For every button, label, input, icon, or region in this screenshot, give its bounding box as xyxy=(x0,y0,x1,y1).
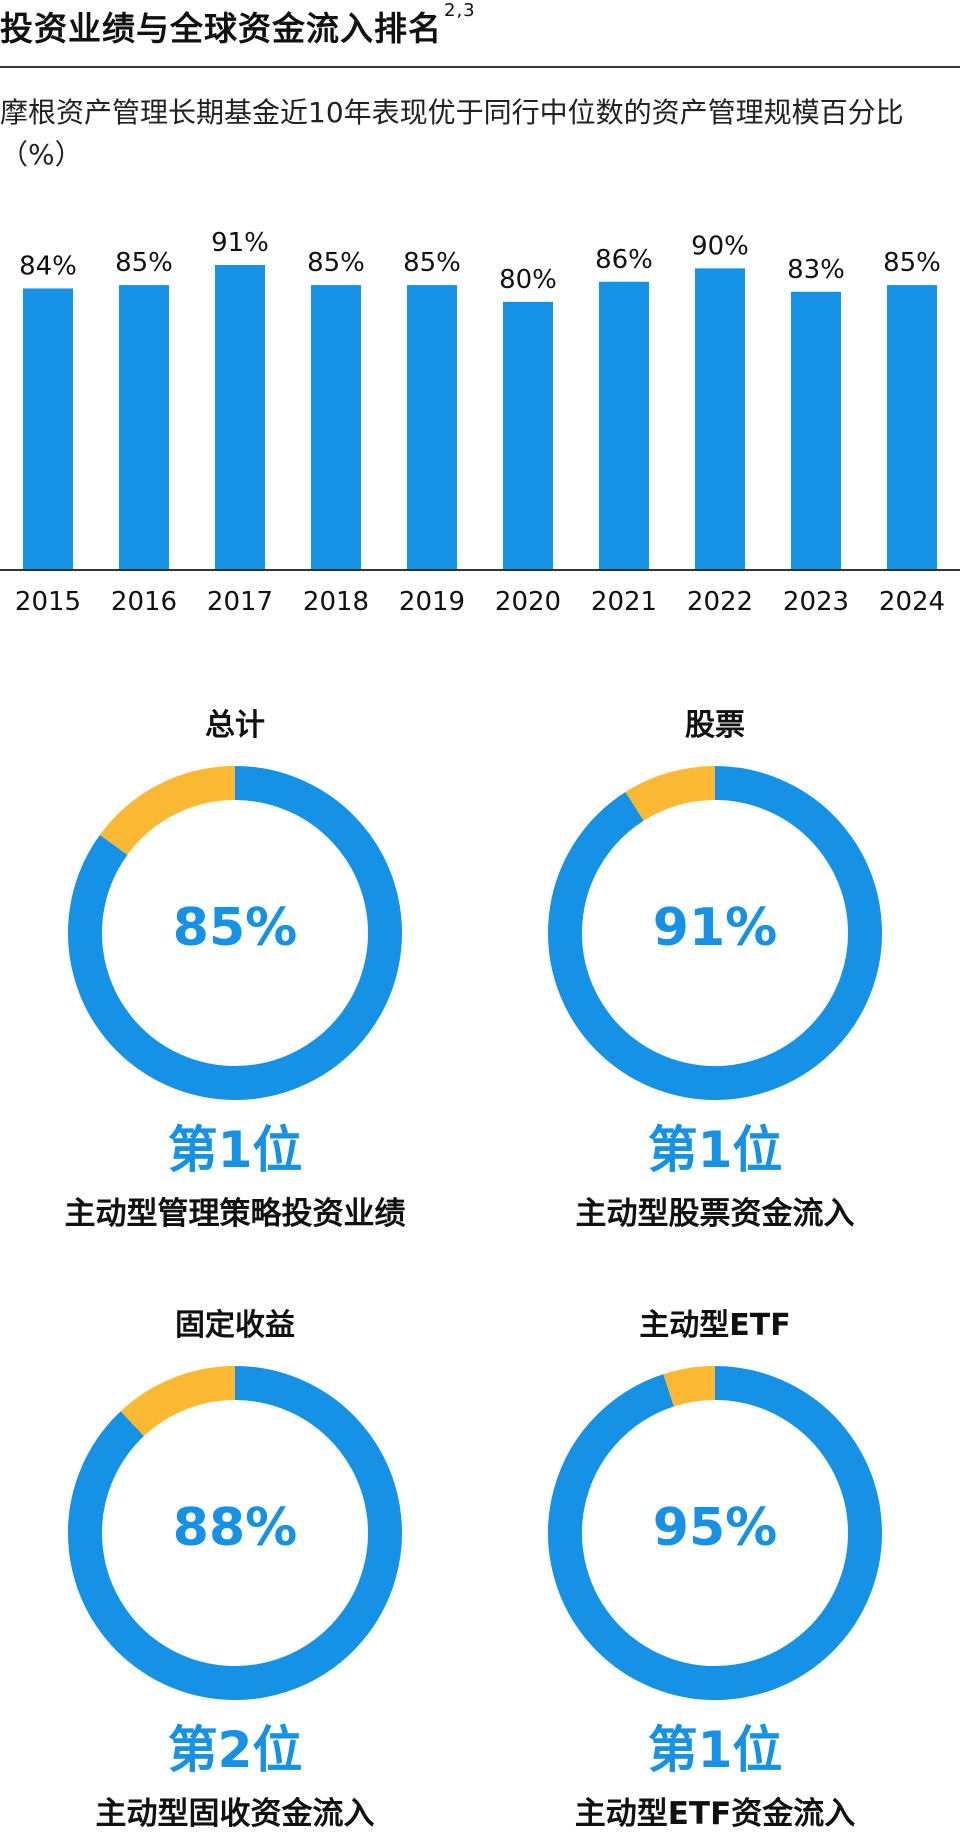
bar-value-label: 91% xyxy=(211,228,269,258)
donut-slice-secondary xyxy=(663,1366,716,1407)
bar xyxy=(887,285,937,570)
bar-value-label: 85% xyxy=(883,248,941,278)
donut-percent: 88% xyxy=(172,1498,298,1558)
x-tick-label: 2016 xyxy=(111,587,177,617)
donut-title: 主动型ETF xyxy=(639,1308,791,1343)
bar xyxy=(23,288,73,570)
title-divider xyxy=(0,66,960,68)
donut-slice-secondary xyxy=(120,1366,236,1437)
bar-value-label: 84% xyxy=(19,251,77,281)
donut-slice-primary xyxy=(548,766,882,1100)
donut-percent: 95% xyxy=(652,1498,778,1558)
bar-value-label: 86% xyxy=(595,245,653,275)
x-tick-label: 2017 xyxy=(207,587,273,617)
bar xyxy=(791,291,841,570)
rank-label: 第1位 xyxy=(647,1121,783,1179)
bar xyxy=(695,268,745,570)
bar xyxy=(599,281,649,570)
x-tick-label: 2021 xyxy=(591,587,657,617)
title-text: 投资业绩与全球资金流入排名 xyxy=(0,9,442,48)
bar xyxy=(119,285,169,570)
donut-percent: 91% xyxy=(652,898,778,958)
x-tick-label: 2024 xyxy=(879,587,945,617)
x-tick-label: 2018 xyxy=(303,587,369,617)
donut-caption: 主动型固收资金流入 xyxy=(95,1796,375,1832)
donut-chart xyxy=(548,766,882,1100)
donut-title: 股票 xyxy=(685,708,745,743)
donut-chart xyxy=(548,1366,882,1700)
bar-value-label: 90% xyxy=(691,231,749,261)
rank-label: 第1位 xyxy=(167,1121,303,1179)
bar-value-label: 85% xyxy=(115,248,173,278)
bar-value-label: 85% xyxy=(403,248,461,278)
donut-chart xyxy=(68,1366,402,1700)
donut-slice-secondary xyxy=(625,766,716,821)
bar-chart: 84% 2015 85% 2016 91% 2017 85% 2018 85% 2019 80% 20… xyxy=(0,228,960,617)
title-footnote: 2,3 xyxy=(444,0,476,21)
x-tick-label: 2019 xyxy=(399,587,465,617)
donut-title: 固定收益 xyxy=(175,1308,295,1343)
bar xyxy=(215,265,265,570)
donut-caption: 主动型管理策略投资业绩 xyxy=(64,1196,406,1232)
donut-title: 总计 xyxy=(205,708,265,743)
x-tick-label: 2015 xyxy=(15,587,81,617)
bar xyxy=(407,285,457,570)
page-title: 投资业绩与全球资金流入排名 2,3 xyxy=(0,0,476,50)
chart-subtitle: 摩根资产管理长期基金近10年表现优于同行中位数的资产管理规模百分比（%） xyxy=(0,96,904,171)
donut-caption: 主动型ETF资金流入 xyxy=(574,1796,856,1832)
donut-slice-primary xyxy=(548,1366,882,1700)
bar-value-label: 83% xyxy=(787,255,845,285)
bar-value-label: 80% xyxy=(499,265,557,295)
donut-caption: 主动型股票资金流入 xyxy=(575,1196,855,1232)
bar xyxy=(311,285,361,570)
x-tick-label: 2023 xyxy=(783,587,849,617)
x-tick-label: 2022 xyxy=(687,587,753,617)
bar-value-label: 85% xyxy=(307,248,365,278)
rank-label: 第2位 xyxy=(167,1721,303,1779)
bar xyxy=(503,301,553,570)
donut-slice-secondary xyxy=(99,766,236,856)
donut-slice-primary xyxy=(68,766,402,1100)
donut-chart xyxy=(68,766,402,1100)
donut-percent: 85% xyxy=(172,898,298,958)
x-tick-label: 2020 xyxy=(495,587,561,617)
rank-label: 第1位 xyxy=(647,1721,783,1779)
donut-slice-primary xyxy=(68,1366,402,1700)
